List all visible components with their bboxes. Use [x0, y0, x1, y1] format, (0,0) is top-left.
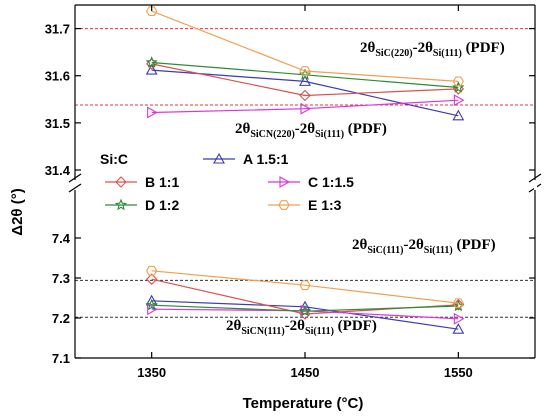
data-point-lower [145, 298, 158, 311]
y-axis-title: Δ2θ (°) [9, 188, 26, 235]
legend-title: Si:C [100, 151, 128, 167]
legend-entry: D 1:2 [145, 197, 179, 213]
label-subscript: SiCN(111) [241, 326, 284, 337]
reference-lines [75, 28, 535, 318]
reference-line-label: 2θSiC(220)-2θSi(111) (PDF) [360, 40, 505, 59]
data-point-upper [300, 102, 312, 115]
label-part: 2θ [235, 121, 251, 137]
y-tick-label: 7.1 [52, 351, 70, 366]
reference-line-label: 2θSiCN(111)-2θSi(111) (PDF) [226, 318, 377, 337]
y-tick-label: 31.7 [45, 22, 70, 37]
label-subscript: Si(111) [315, 129, 344, 140]
data-point-upper [147, 106, 158, 119]
label-part: 2θ [352, 237, 368, 253]
x-axis-title: Temperature (°C) [243, 395, 364, 412]
data-point-lower [452, 298, 464, 309]
data-point-upper [145, 56, 158, 68]
legend-marker [114, 198, 128, 211]
label-part: (PDF) [344, 121, 387, 137]
data-point-upper [452, 109, 465, 121]
data-point-lower [147, 303, 158, 316]
axis-break-mark [528, 173, 542, 183]
x-tick-label: 1450 [291, 365, 320, 380]
data-point-upper [453, 94, 465, 107]
legend-entry: C 1:1.5 [308, 174, 354, 190]
annotations: 2θSiC(220)-2θSi(111) (PDF)2θSiCN(220)-2θ… [226, 40, 505, 337]
data-point-lower [452, 299, 465, 312]
x-tick-label: 1550 [444, 365, 473, 380]
data-point-upper [299, 66, 311, 76]
label-part: -2θ [285, 318, 305, 334]
reference-line-label: 2θSiCN(220)-2θSi(111) (PDF) [235, 121, 387, 140]
legend-marker [278, 200, 290, 210]
axis-break-mark [68, 183, 82, 193]
label-subscript: Si(111) [433, 48, 462, 59]
label-subscript: Si(111) [305, 326, 334, 337]
legend: Si:C A 1.5:1 B 1:1 C 1:1.5 D 1:2 E 1:3 [100, 151, 354, 213]
label-subscript: SiC(111) [367, 245, 403, 256]
axes: 31.4 31.5 31.6 31.7 7.1 7.2 7.3 7.4 1350 1450 1550 [45, 4, 542, 380]
series-line-upper-4 [151, 10, 459, 82]
data-point-lower [453, 312, 465, 325]
series-line-lower-3 [151, 304, 459, 312]
label-part: 2θ [226, 318, 242, 334]
data-point-lower [298, 304, 312, 317]
y-tick-label: 31.5 [45, 116, 70, 131]
label-part: 2θ [360, 40, 376, 56]
data-point-lower [452, 323, 465, 334]
y-tick-label: 7.3 [52, 271, 70, 286]
reference-line-label: 2θSiC(111)-2θSi(111) (PDF) [352, 237, 496, 256]
label-part: -2θ [403, 237, 423, 253]
data-point-upper [299, 89, 311, 102]
data-point-upper [145, 63, 158, 75]
legend-entry: E 1:3 [308, 197, 342, 213]
y-tick-label: 31.4 [45, 163, 71, 178]
series-line-lower-4 [151, 270, 459, 304]
legend-entry: B 1:1 [145, 174, 179, 190]
label-subscript: SiC(220) [375, 48, 412, 59]
data-point-lower [146, 265, 158, 276]
legend-marker [279, 176, 291, 188]
data-point-lower [299, 280, 311, 291]
label-subscript: SiCN(220) [250, 129, 294, 140]
label-part: (PDF) [453, 237, 496, 253]
data-point-upper [452, 76, 464, 87]
y-tick-label: 7.2 [52, 311, 70, 326]
series-layer [145, 6, 465, 334]
series-line-upper-1 [151, 63, 459, 97]
data-point-upper [146, 6, 158, 17]
axis-break-gap [534, 180, 537, 190]
label-part: (PDF) [334, 318, 377, 334]
label-part: (PDF) [462, 40, 505, 56]
data-point-upper [299, 75, 311, 86]
data-point-lower [145, 273, 158, 285]
data-point-lower [145, 294, 158, 306]
y-tick-label: 7.4 [52, 231, 71, 246]
label-subscript: Si(111) [424, 245, 453, 256]
data-point-upper [452, 81, 465, 93]
axis-break-mark [68, 173, 82, 183]
legend-marker [213, 152, 225, 164]
x-tick-label: 1350 [137, 365, 166, 380]
legend-entry: A 1.5:1 [243, 151, 289, 167]
label-part: -2θ [295, 121, 315, 137]
label-part: -2θ [413, 40, 433, 56]
y-tick-label: 31.6 [45, 69, 70, 84]
series-line-upper-2 [151, 99, 459, 114]
legend-marker [115, 176, 127, 188]
